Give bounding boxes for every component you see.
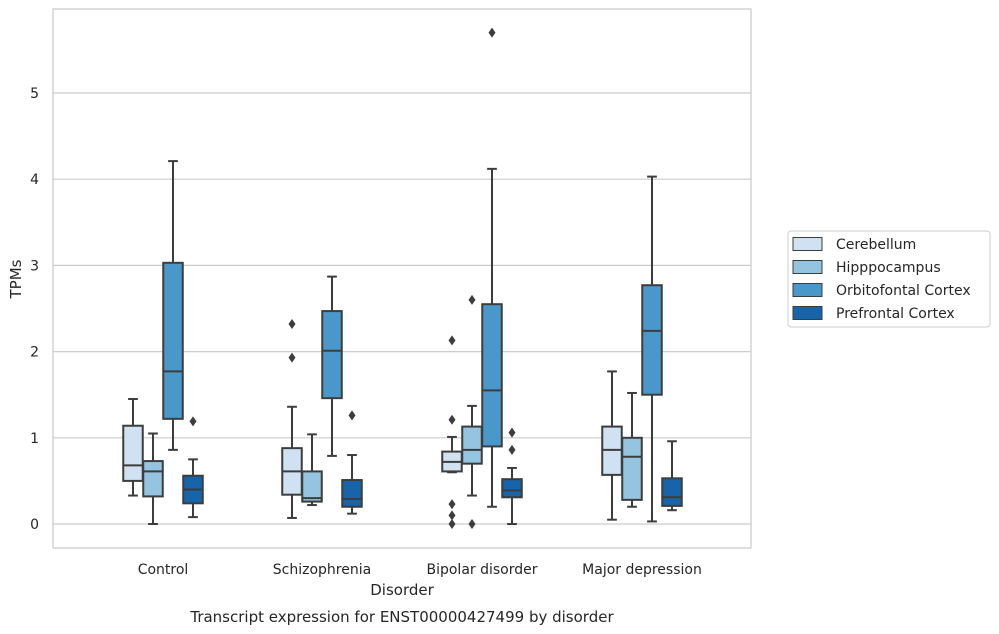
outlier-0 <box>448 519 456 529</box>
iqr-box <box>341 479 363 508</box>
box-0-3 <box>601 370 623 521</box>
outlier-1 <box>288 319 296 330</box>
y-tick-label-3: 3 <box>30 258 39 274</box>
y-axis-label: TPMs <box>7 259 25 299</box>
outlier-0 <box>488 27 496 38</box>
iqr-box <box>122 424 144 482</box>
box-2-0 <box>162 160 184 451</box>
outlier-1 <box>468 294 476 305</box>
iqr-box <box>162 261 184 420</box>
x-tick-labels: Control Schizophrenia Bipolar disorder Majo… <box>138 562 702 578</box>
y-tick-label-1: 1 <box>30 431 39 447</box>
iqr-box <box>301 470 323 503</box>
box-3-3 <box>661 440 683 512</box>
iqr-box <box>142 460 164 498</box>
box-1-1 <box>301 433 323 507</box>
chart-caption: Transcript expression for ENST0000042749… <box>189 608 614 626</box>
x-tick-label-0: Control <box>138 562 189 578</box>
outlier-0 <box>288 352 296 363</box>
plot-frame <box>52 8 752 549</box>
outlier-2 <box>448 499 456 510</box>
outlier-0 <box>348 410 356 421</box>
iqr-box <box>501 478 523 499</box>
box-0-0 <box>122 398 144 497</box>
legend-swatch-1 <box>792 260 823 274</box>
legend-label-2: Orbitofontal Cortex <box>836 283 971 299</box>
box-groups <box>122 27 683 529</box>
legend-swatch-2 <box>792 283 823 297</box>
iqr-box <box>461 425 483 465</box>
outlier-3 <box>448 414 456 425</box>
iqr-box <box>661 477 683 507</box>
outlier-1 <box>508 427 516 438</box>
outlier-4 <box>448 335 456 346</box>
x-tick-label-3: Major depression <box>582 562 702 578</box>
y-tick-labels: 0 1 2 3 4 5 <box>30 86 39 533</box>
outlier-1 <box>448 510 456 521</box>
box-3-2 <box>501 427 523 525</box>
legend-label-0: Cerebellum <box>836 237 916 253</box>
box-2-1 <box>321 275 343 457</box>
legend-frame <box>787 230 991 328</box>
box-2-3 <box>641 175 663 523</box>
box-3-0 <box>182 416 204 519</box>
box-0-2 <box>441 335 463 529</box>
y-tick-label-5: 5 <box>30 86 39 102</box>
legend-swatch-0 <box>792 237 823 251</box>
x-axis-label: Disorder <box>370 581 434 599</box>
box-0-1 <box>281 319 303 519</box>
x-tick-label-1: Schizophrenia <box>273 562 371 578</box>
legend: Cerebellum Hipppocampus Orbitofontal Corte… <box>787 230 991 328</box>
y-tick-label-4: 4 <box>30 172 39 188</box>
box-1-2 <box>461 294 483 529</box>
outlier-0 <box>508 444 516 455</box>
box-1-3 <box>621 391 643 508</box>
iqr-box <box>621 436 643 501</box>
outlier-0 <box>468 519 476 529</box>
legend-swatch-3 <box>792 306 823 320</box>
box-1-0 <box>142 432 164 525</box>
iqr-box <box>641 284 663 396</box>
legend-label-1: Hipppocampus <box>836 260 941 276</box>
iqr-box <box>321 310 343 400</box>
iqr-box <box>481 303 503 448</box>
y-tick-label-2: 2 <box>30 345 39 361</box>
y-tick-label-0: 0 <box>30 517 39 533</box>
legend-label-3: Prefrontal Cortex <box>836 306 955 322</box>
box-2-2 <box>481 27 503 508</box>
box-3-1 <box>341 410 363 515</box>
x-tick-label-2: Bipolar disorder <box>426 562 537 578</box>
outlier-0 <box>189 416 197 427</box>
